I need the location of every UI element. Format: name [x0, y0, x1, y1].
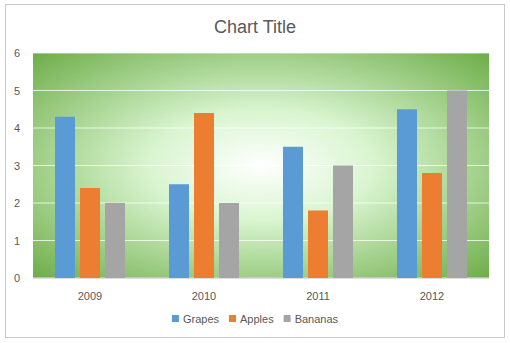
bar	[219, 203, 239, 278]
bar	[447, 91, 467, 279]
x-axis-line	[33, 278, 489, 279]
bars	[55, 91, 467, 279]
bar	[80, 188, 100, 278]
bar	[169, 184, 189, 278]
bar	[283, 147, 303, 278]
x-tick-label: 2009	[78, 290, 102, 302]
grid	[33, 53, 489, 278]
x-tick-label: 2010	[192, 290, 216, 302]
bar	[105, 203, 125, 278]
grid-line	[33, 53, 489, 54]
bar	[422, 173, 442, 278]
chart-frame	[6, 5, 505, 338]
y-tick-label: 6	[14, 47, 20, 59]
bar	[397, 109, 417, 278]
grid-line	[33, 128, 489, 129]
grid-line	[33, 240, 489, 241]
y-tick-label: 0	[14, 272, 20, 284]
grid-line	[33, 165, 489, 166]
bar	[333, 166, 353, 279]
legend-label: Apples	[240, 313, 274, 325]
y-tick-label: 4	[14, 122, 20, 134]
bar	[194, 113, 214, 278]
bar	[55, 117, 75, 278]
chart-title: Chart Title	[214, 17, 296, 37]
y-tick-label: 3	[14, 160, 20, 172]
x-tick-label: 2012	[420, 290, 444, 302]
legend-label: Bananas	[295, 313, 339, 325]
grid-line	[33, 203, 489, 204]
legend-swatch	[229, 315, 236, 322]
grid-line	[33, 90, 489, 91]
grid-line	[33, 278, 489, 279]
legend-swatch	[172, 315, 179, 322]
legend-label: Grapes	[183, 313, 220, 325]
legend: Grapes Apples Bananas	[172, 313, 339, 325]
y-tick-label: 2	[14, 197, 20, 209]
bar	[308, 211, 328, 279]
plot-area	[33, 53, 489, 278]
x-tick-label: 2011	[306, 290, 330, 302]
chart-svg: Chart Title 0 1 2 3 4 5 6 2009 2010 2011 2012 Grapes…	[0, 0, 510, 343]
y-tick-label: 5	[14, 85, 20, 97]
chart-container: Chart Title 0 1 2 3 4 5 6 2009 2010 2011 2012 Grapes…	[0, 0, 510, 343]
y-tick-label: 1	[14, 235, 20, 247]
legend-swatch	[284, 315, 291, 322]
